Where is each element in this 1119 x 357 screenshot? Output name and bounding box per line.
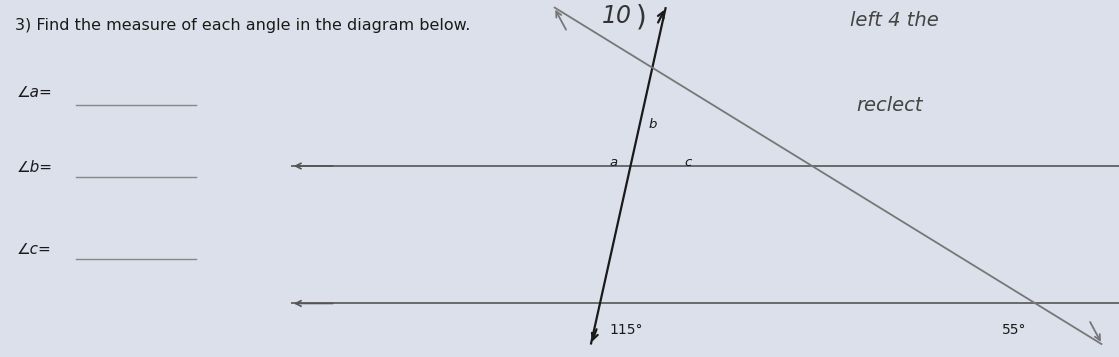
Text: ∠b=: ∠b= [17,160,53,175]
Text: ∠c=: ∠c= [17,242,51,257]
Text: reclect: reclect [856,96,922,115]
Text: 3) Find the measure of each angle in the diagram below.: 3) Find the measure of each angle in the… [15,18,470,33]
Text: b: b [648,119,657,131]
Text: 55°: 55° [1002,323,1026,337]
Text: 115°: 115° [610,323,643,337]
Text: c: c [685,156,692,169]
Text: a: a [609,156,618,169]
Text: ∠a=: ∠a= [17,85,53,100]
Text: left 4 the: left 4 the [850,11,939,30]
Text: 10: 10 [602,4,632,27]
Text: ): ) [636,4,647,31]
